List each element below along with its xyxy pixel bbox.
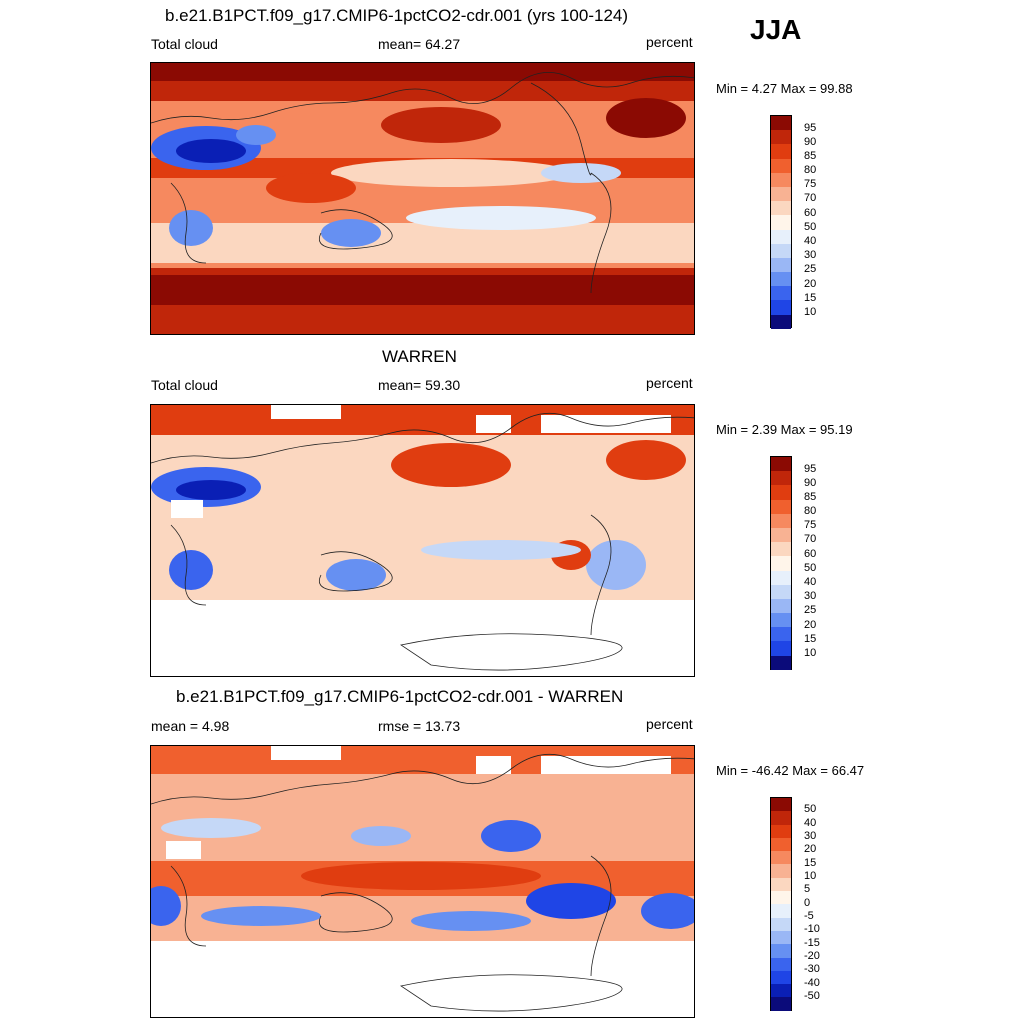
- colorbar-tick: 80: [804, 164, 817, 176]
- colorbar-tick: 10: [804, 870, 817, 882]
- colorbar-tick: 15: [804, 633, 817, 645]
- colorbar-tick: 60: [804, 548, 817, 560]
- colorbar-tick: 15: [804, 292, 817, 304]
- colorbar-tick: 10: [804, 647, 817, 659]
- panel-1-mean-label: mean= 64.27: [378, 36, 461, 52]
- panel-1-units-label: percent: [646, 34, 693, 50]
- colorbar-tick: 50: [804, 803, 817, 815]
- panel-3-units-label: percent: [646, 716, 693, 732]
- panel-3-minmax-label: Min = -46.42 Max = 66.47: [716, 763, 865, 778]
- colorbar-tick: 30: [804, 590, 817, 602]
- colorbar-tick: 30: [804, 830, 817, 842]
- colorbar-tick: 50: [804, 221, 817, 233]
- colorbar-tick: 25: [804, 263, 817, 275]
- panel-2-variable-label: Total cloud: [151, 377, 218, 393]
- colorbar-tick: 40: [804, 576, 817, 588]
- panel-2-units-label: percent: [646, 375, 693, 391]
- panel-1-colorbar: [770, 115, 792, 329]
- panel-1-title: b.e21.B1PCT.f09_g17.CMIP6-1pctCO2-cdr.00…: [165, 6, 629, 25]
- colorbar-tick: 10: [804, 306, 817, 318]
- colorbar-tick: -5: [804, 910, 814, 922]
- season-label: JJA: [750, 14, 802, 45]
- model-total-cloud-map: [150, 62, 695, 335]
- colorbar-tick: 50: [804, 562, 817, 574]
- panel-3-title: b.e21.B1PCT.f09_g17.CMIP6-1pctCO2-cdr.00…: [176, 687, 624, 706]
- difference-total-cloud-map: [150, 745, 695, 1018]
- colorbar-tick: 75: [804, 519, 817, 531]
- warren-total-cloud-map: [150, 404, 695, 677]
- panel-3-rmse-label: rmse = 13.73: [378, 718, 461, 734]
- colorbar-tick: -10: [804, 923, 820, 935]
- colorbar-tick: 90: [804, 136, 817, 148]
- panel-2-colorbar: [770, 456, 792, 670]
- colorbar-tick: -30: [804, 963, 820, 975]
- colorbar-tick: 30: [804, 249, 817, 261]
- colorbar-tick: 80: [804, 505, 817, 517]
- colorbar-tick: 75: [804, 178, 817, 190]
- panel-1-variable-label: Total cloud: [151, 36, 218, 52]
- colorbar-tick: 20: [804, 619, 817, 631]
- panel-1-minmax-label: Min = 4.27 Max = 99.88: [716, 81, 853, 96]
- panel-2-title: WARREN: [382, 347, 457, 366]
- colorbar-tick: 95: [804, 463, 817, 475]
- colorbar-tick: 60: [804, 207, 817, 219]
- colorbar-tick: 40: [804, 235, 817, 247]
- colorbar-tick: 5: [804, 883, 811, 895]
- colorbar-tick: 85: [804, 491, 817, 503]
- colorbar-tick: 0: [804, 897, 811, 909]
- colorbar-tick: 90: [804, 477, 817, 489]
- colorbar-tick: -50: [804, 990, 820, 1002]
- colorbar-tick: 95: [804, 122, 817, 134]
- colorbar-tick: -40: [804, 977, 820, 989]
- panel-3-mean-label: mean = 4.98: [151, 718, 230, 734]
- colorbar-tick: 85: [804, 150, 817, 162]
- panel-3-colorbar: [770, 797, 792, 1011]
- colorbar-tick: 70: [804, 533, 817, 545]
- colorbar-tick: 20: [804, 278, 817, 290]
- colorbar-tick: -15: [804, 937, 820, 949]
- colorbar-tick: 15: [804, 857, 817, 869]
- colorbar-tick: 40: [804, 817, 817, 829]
- colorbar-tick: 25: [804, 604, 817, 616]
- colorbar-tick: 20: [804, 843, 817, 855]
- colorbar-tick: -20: [804, 950, 820, 962]
- colorbar-tick: 70: [804, 192, 817, 204]
- panel-2-minmax-label: Min = 2.39 Max = 95.19: [716, 422, 853, 437]
- panel-2-mean-label: mean= 59.30: [378, 377, 461, 393]
